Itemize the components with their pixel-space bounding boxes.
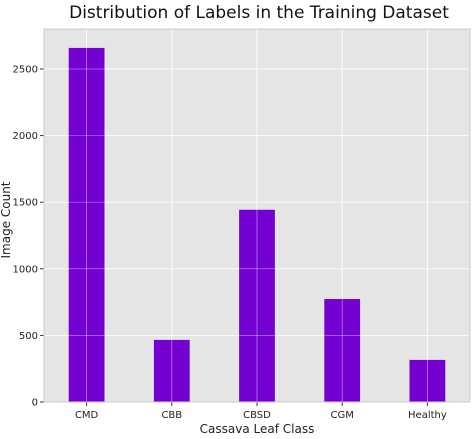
- bar-grid-overlay: [44, 29, 470, 403]
- x-tick-label: Healthy: [408, 410, 447, 421]
- x-axis-label: Cassava Leaf Class: [200, 422, 315, 436]
- y-tick-label: 500: [19, 331, 38, 342]
- y-axis-label: Image Count: [0, 181, 13, 258]
- y-tick-label: 1500: [13, 198, 38, 209]
- x-axis-ticks: CMD CBB CBSD CGM Healthy: [75, 402, 447, 421]
- y-tick-label: 0: [32, 398, 38, 409]
- x-tick-label: CBB: [161, 410, 182, 421]
- x-tick-label: CMD: [75, 410, 99, 421]
- y-axis-ticks: 0 500 1000 1500 2000 2500: [13, 64, 44, 409]
- chart-title: Distribution of Labels in the Training D…: [69, 3, 449, 23]
- y-tick-label: 1000: [13, 264, 38, 275]
- y-tick-label: 2000: [13, 131, 38, 142]
- plot-frame: [43, 28, 471, 403]
- x-tick-label: CBSD: [243, 410, 271, 421]
- y-tick-label: 2500: [13, 64, 38, 75]
- x-tick-label: CGM: [331, 410, 354, 421]
